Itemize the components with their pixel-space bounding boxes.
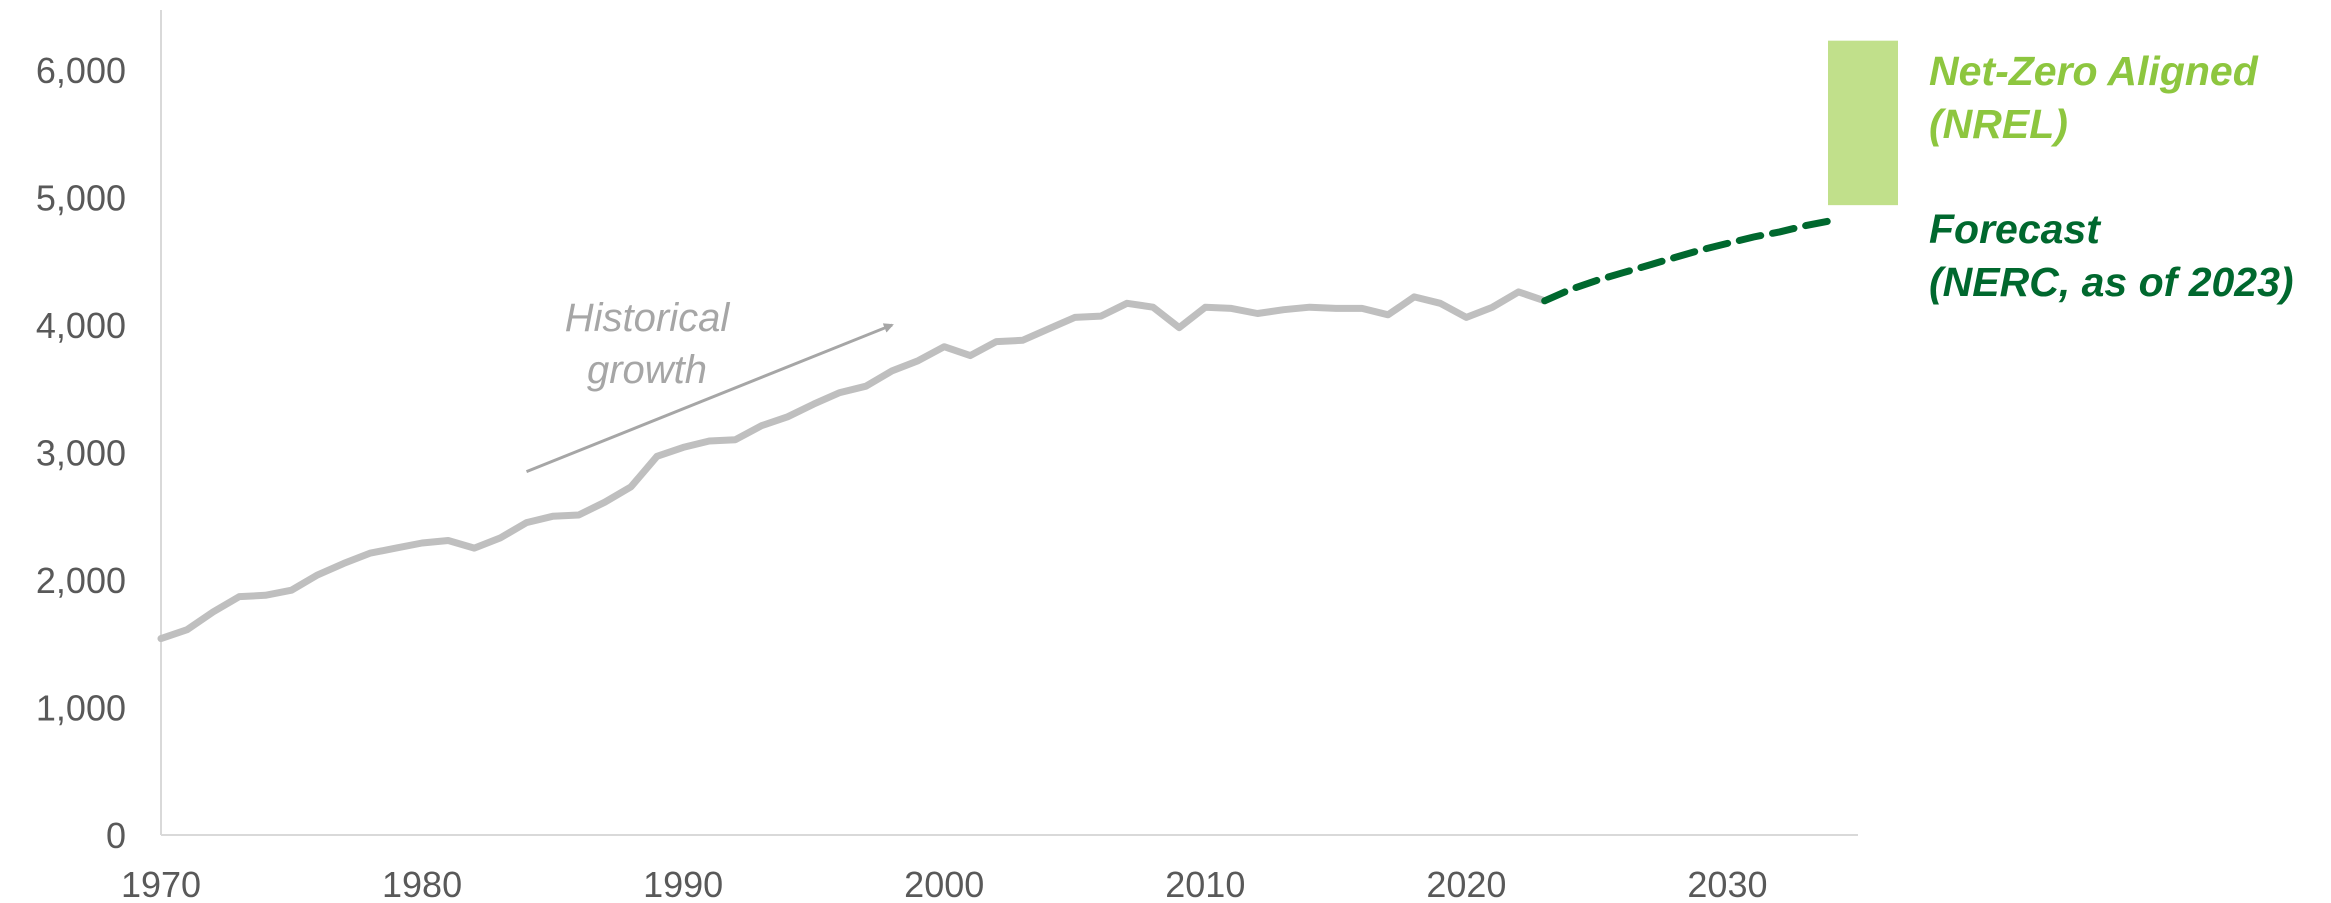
y-tick-labels: 0 1,000 2,000 3,000 4,000 5,000 6,000 bbox=[36, 50, 126, 856]
x-tick-label: 2000 bbox=[904, 864, 984, 903]
y-tick-label: 0 bbox=[106, 815, 126, 856]
y-tick-label: 4,000 bbox=[36, 305, 126, 346]
forecast-label: Forecast (NERC, as of 2023) bbox=[1929, 206, 2294, 305]
x-tick-label: 2030 bbox=[1687, 864, 1767, 903]
historical-series-line bbox=[157, 288, 1549, 643]
y-tick-label: 3,000 bbox=[36, 433, 126, 474]
x-tick-label: 1970 bbox=[121, 864, 201, 903]
net-zero-range-bar bbox=[1828, 40, 1898, 206]
y-tick-label: 1,000 bbox=[36, 688, 126, 729]
x-tick-label: 2010 bbox=[1165, 864, 1245, 903]
x-tick-label: 1980 bbox=[382, 864, 462, 903]
forecast-series-line bbox=[1541, 217, 1836, 305]
historical-growth-arrow bbox=[525, 323, 894, 474]
net-zero-label: Net-Zero Aligned (NREL) bbox=[1929, 48, 2259, 147]
y-tick-label: 2,000 bbox=[36, 560, 126, 601]
y-tick-label: 6,000 bbox=[36, 50, 126, 91]
x-tick-label: 1990 bbox=[643, 864, 723, 903]
x-tick-label: 2020 bbox=[1426, 864, 1506, 903]
historical-growth-annotation: Historical growth bbox=[565, 296, 731, 392]
y-tick-label: 5,000 bbox=[36, 178, 126, 219]
x-tick-labels: 1970 1980 1990 2000 2010 2020 2030 bbox=[121, 864, 1768, 903]
